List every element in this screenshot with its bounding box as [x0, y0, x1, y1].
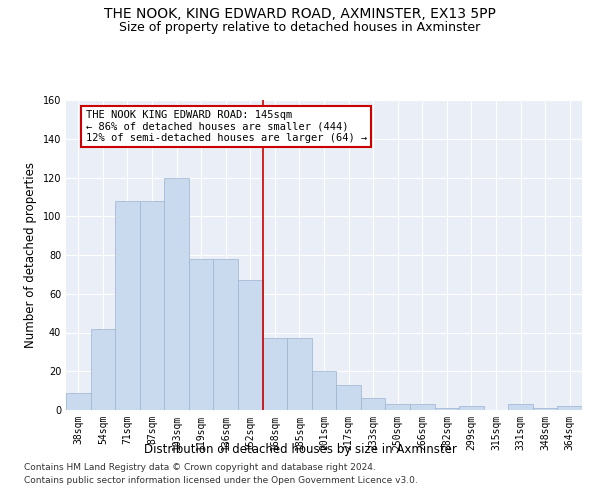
Text: THE NOOK KING EDWARD ROAD: 145sqm
← 86% of detached houses are smaller (444)
12%: THE NOOK KING EDWARD ROAD: 145sqm ← 86% … — [86, 110, 367, 143]
Bar — [336, 385, 361, 410]
Text: THE NOOK, KING EDWARD ROAD, AXMINSTER, EX13 5PP: THE NOOK, KING EDWARD ROAD, AXMINSTER, E… — [104, 8, 496, 22]
Bar — [508, 404, 533, 410]
Bar — [91, 328, 115, 410]
Bar — [263, 338, 287, 410]
Bar — [533, 408, 557, 410]
Bar — [66, 392, 91, 410]
Text: Contains HM Land Registry data © Crown copyright and database right 2024.: Contains HM Land Registry data © Crown c… — [24, 464, 376, 472]
Bar — [189, 259, 214, 410]
Bar — [459, 406, 484, 410]
Text: Contains public sector information licensed under the Open Government Licence v3: Contains public sector information licen… — [24, 476, 418, 485]
Text: Size of property relative to detached houses in Axminster: Size of property relative to detached ho… — [119, 21, 481, 34]
Bar — [434, 408, 459, 410]
Bar — [557, 406, 582, 410]
Bar — [361, 398, 385, 410]
Y-axis label: Number of detached properties: Number of detached properties — [24, 162, 37, 348]
Bar — [164, 178, 189, 410]
Bar — [287, 338, 312, 410]
Text: Distribution of detached houses by size in Axminster: Distribution of detached houses by size … — [143, 442, 457, 456]
Bar — [214, 259, 238, 410]
Bar — [238, 280, 263, 410]
Bar — [115, 200, 140, 410]
Bar — [385, 404, 410, 410]
Bar — [140, 200, 164, 410]
Bar — [410, 404, 434, 410]
Bar — [312, 371, 336, 410]
